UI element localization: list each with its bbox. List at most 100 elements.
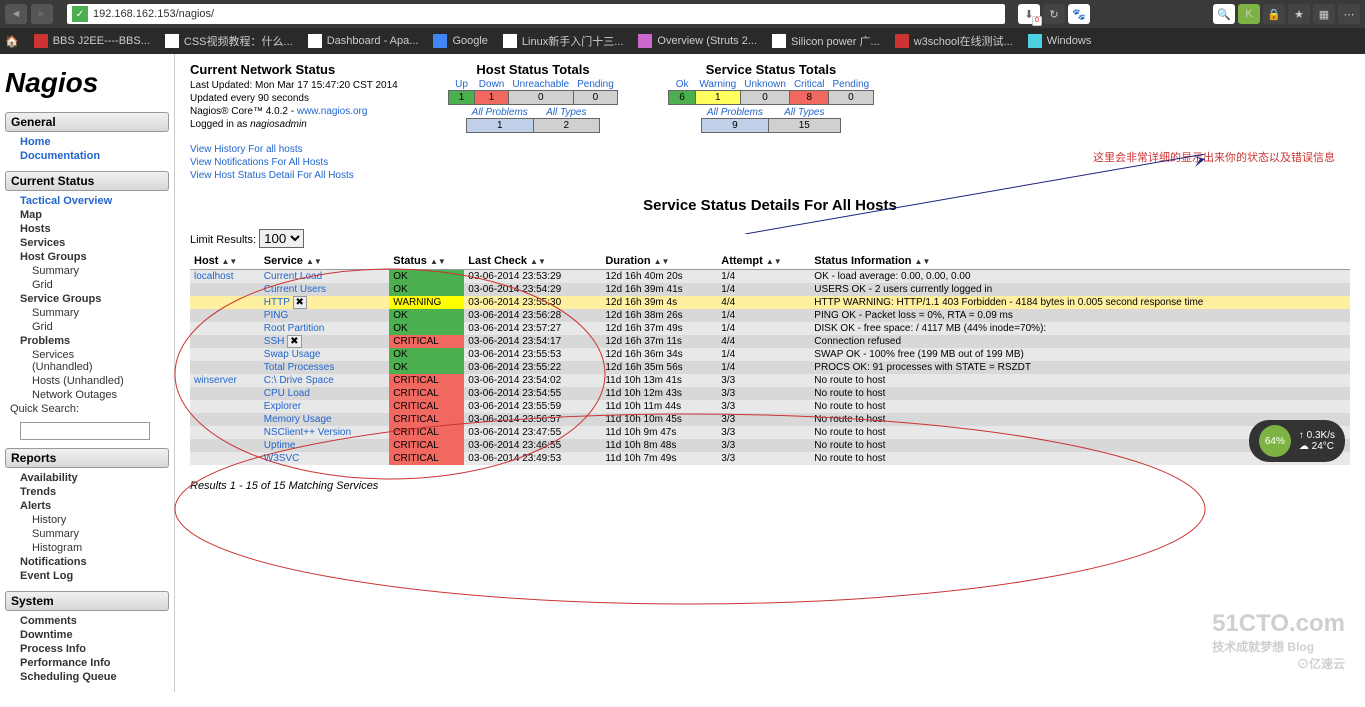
bookmark-item[interactable]: Dashboard - Apa... (308, 33, 419, 49)
column-header[interactable]: Status Information ▲▼ (810, 253, 1350, 270)
nav-p-svc[interactable]: Services(Unhandled) (32, 348, 169, 374)
column-header[interactable]: Status ▲▼ (389, 253, 464, 270)
system-widget[interactable]: 64% ↑ 0.3K/s ☁ 24°C (1249, 420, 1345, 462)
service-cell[interactable]: CPU Load (260, 387, 390, 400)
service-cell[interactable]: Swap Usage (260, 348, 390, 361)
host-cell[interactable] (190, 452, 260, 465)
forward-button[interactable]: ► (31, 4, 53, 24)
nagios-link[interactable]: www.nagios.org (297, 106, 368, 117)
bookmark-item[interactable]: Google (433, 33, 487, 49)
service-cell[interactable]: Total Processes (260, 361, 390, 374)
service-cell[interactable]: Current Load (260, 270, 390, 284)
host-cell[interactable]: localhost (190, 270, 260, 284)
nav-tactical[interactable]: Tactical Overview (20, 194, 169, 208)
host-cell[interactable] (190, 309, 260, 322)
host-cell[interactable]: winserver (190, 374, 260, 387)
bookmark-item[interactable]: CSS视频教程：什么... (165, 33, 293, 49)
column-header[interactable]: Service ▲▼ (260, 253, 390, 270)
attempt-cell: 3/3 (717, 374, 810, 387)
bookmark-item[interactable]: BBS J2EE----BBS... (34, 33, 150, 49)
view-detail[interactable]: View Host Status Detail For All Hosts (190, 170, 354, 181)
nav-hg-grid[interactable]: Grid (32, 278, 169, 292)
service-cell[interactable]: HTTP ✖ (260, 296, 390, 309)
nav-summary[interactable]: Summary (32, 527, 169, 541)
star-icon[interactable]: ★ (1288, 4, 1310, 24)
host-cell[interactable] (190, 296, 260, 309)
host-cell[interactable] (190, 413, 260, 426)
check-cell: 03-06-2014 23:55:53 (464, 348, 601, 361)
service-cell[interactable]: Root Partition (260, 322, 390, 335)
app-icon[interactable]: ▦ (1313, 4, 1335, 24)
nav-p-net[interactable]: Network Outages (32, 388, 169, 402)
service-cell[interactable]: NSClient++ Version (260, 426, 390, 439)
url-bar[interactable]: ✓ 192.168.162.153/nagios/ (67, 4, 1005, 24)
nav-hosts[interactable]: Hosts (20, 222, 169, 236)
nav-hostgroups[interactable]: Host Groups (20, 250, 169, 264)
back-button[interactable]: ◄ (5, 4, 27, 24)
home-icon[interactable]: 🏠 (5, 35, 19, 48)
nav-problems[interactable]: Problems (20, 334, 169, 348)
view-history[interactable]: View History For all hosts (190, 144, 303, 155)
nav-histogram[interactable]: Histogram (32, 541, 169, 555)
host-cell[interactable] (190, 426, 260, 439)
limit-select[interactable]: 100 (259, 229, 304, 248)
nav-alerts[interactable]: Alerts (20, 499, 169, 513)
service-cell[interactable]: W3SVC (260, 452, 390, 465)
host-cell[interactable] (190, 348, 260, 361)
service-cell[interactable]: Current Users (260, 283, 390, 296)
search-input[interactable] (20, 422, 150, 440)
host-cell[interactable] (190, 439, 260, 452)
column-header[interactable]: Last Check ▲▼ (464, 253, 601, 270)
nav-sg-grid[interactable]: Grid (32, 320, 169, 334)
nav-docs[interactable]: Documentation (20, 149, 169, 163)
check-cell: 03-06-2014 23:56:57 (464, 413, 601, 426)
view-notif[interactable]: View Notifications For All Hosts (190, 157, 328, 168)
column-header[interactable]: Duration ▲▼ (601, 253, 717, 270)
service-cell[interactable]: Uptime (260, 439, 390, 452)
menu-icon[interactable]: ⋯ (1338, 4, 1360, 24)
bookmark-item[interactable]: Overview (Struts 2... (638, 33, 757, 49)
nav-notif[interactable]: Notifications (20, 555, 169, 569)
nav-trends[interactable]: Trends (20, 485, 169, 499)
search-icon[interactable]: 🔍 (1213, 4, 1235, 24)
nav-sched[interactable]: Scheduling Queue (20, 670, 169, 684)
nav-hg-summary[interactable]: Summary (32, 264, 169, 278)
host-cell[interactable] (190, 335, 260, 348)
nav-avail[interactable]: Availability (20, 471, 169, 485)
host-cell[interactable] (190, 400, 260, 413)
bookmark-item[interactable]: Silicon power 广... (772, 33, 880, 49)
service-cell[interactable]: Explorer (260, 400, 390, 413)
nav-servicegroups[interactable]: Service Groups (20, 292, 169, 306)
lock-icon[interactable]: 🔒 (1263, 4, 1285, 24)
bookmark-item[interactable]: w3school在线测试... (895, 33, 1013, 49)
host-cell[interactable] (190, 322, 260, 335)
bookmark-item[interactable]: Linux新手入门十三... (503, 33, 623, 49)
host-cell[interactable] (190, 387, 260, 400)
nav-sg-summary[interactable]: Summary (32, 306, 169, 320)
nav-comments[interactable]: Comments (20, 614, 169, 628)
nav-history[interactable]: History (32, 513, 169, 527)
nav-process[interactable]: Process Info (20, 642, 169, 656)
service-cell[interactable]: SSH ✖ (260, 335, 390, 348)
bookmark-item[interactable]: Windows (1028, 33, 1092, 49)
column-header[interactable]: Host ▲▼ (190, 253, 260, 270)
duration-cell: 12d 16h 38m 26s (601, 309, 717, 322)
service-cell[interactable]: Memory Usage (260, 413, 390, 426)
service-cell[interactable]: C:\ Drive Space (260, 374, 390, 387)
paw-icon[interactable]: 🐾 (1068, 4, 1090, 24)
nav-downtime[interactable]: Downtime (20, 628, 169, 642)
k-icon[interactable]: K (1238, 4, 1260, 24)
bookmarks-bar: 🏠 BBS J2EE----BBS... CSS视频教程：什么... Dashboa… (0, 28, 1365, 54)
host-cell[interactable] (190, 361, 260, 374)
host-cell[interactable] (190, 283, 260, 296)
nav-p-hosts[interactable]: Hosts (Unhandled) (32, 374, 169, 388)
reload-icon[interactable]: ↻ (1043, 4, 1065, 24)
nav-map[interactable]: Map (20, 208, 169, 222)
nav-home[interactable]: Home (20, 135, 169, 149)
column-header[interactable]: Attempt ▲▼ (717, 253, 810, 270)
nav-perf[interactable]: Performance Info (20, 656, 169, 670)
service-cell[interactable]: PING (260, 309, 390, 322)
attempt-cell: 1/4 (717, 309, 810, 322)
nav-eventlog[interactable]: Event Log (20, 569, 169, 583)
nav-services[interactable]: Services (20, 236, 169, 250)
